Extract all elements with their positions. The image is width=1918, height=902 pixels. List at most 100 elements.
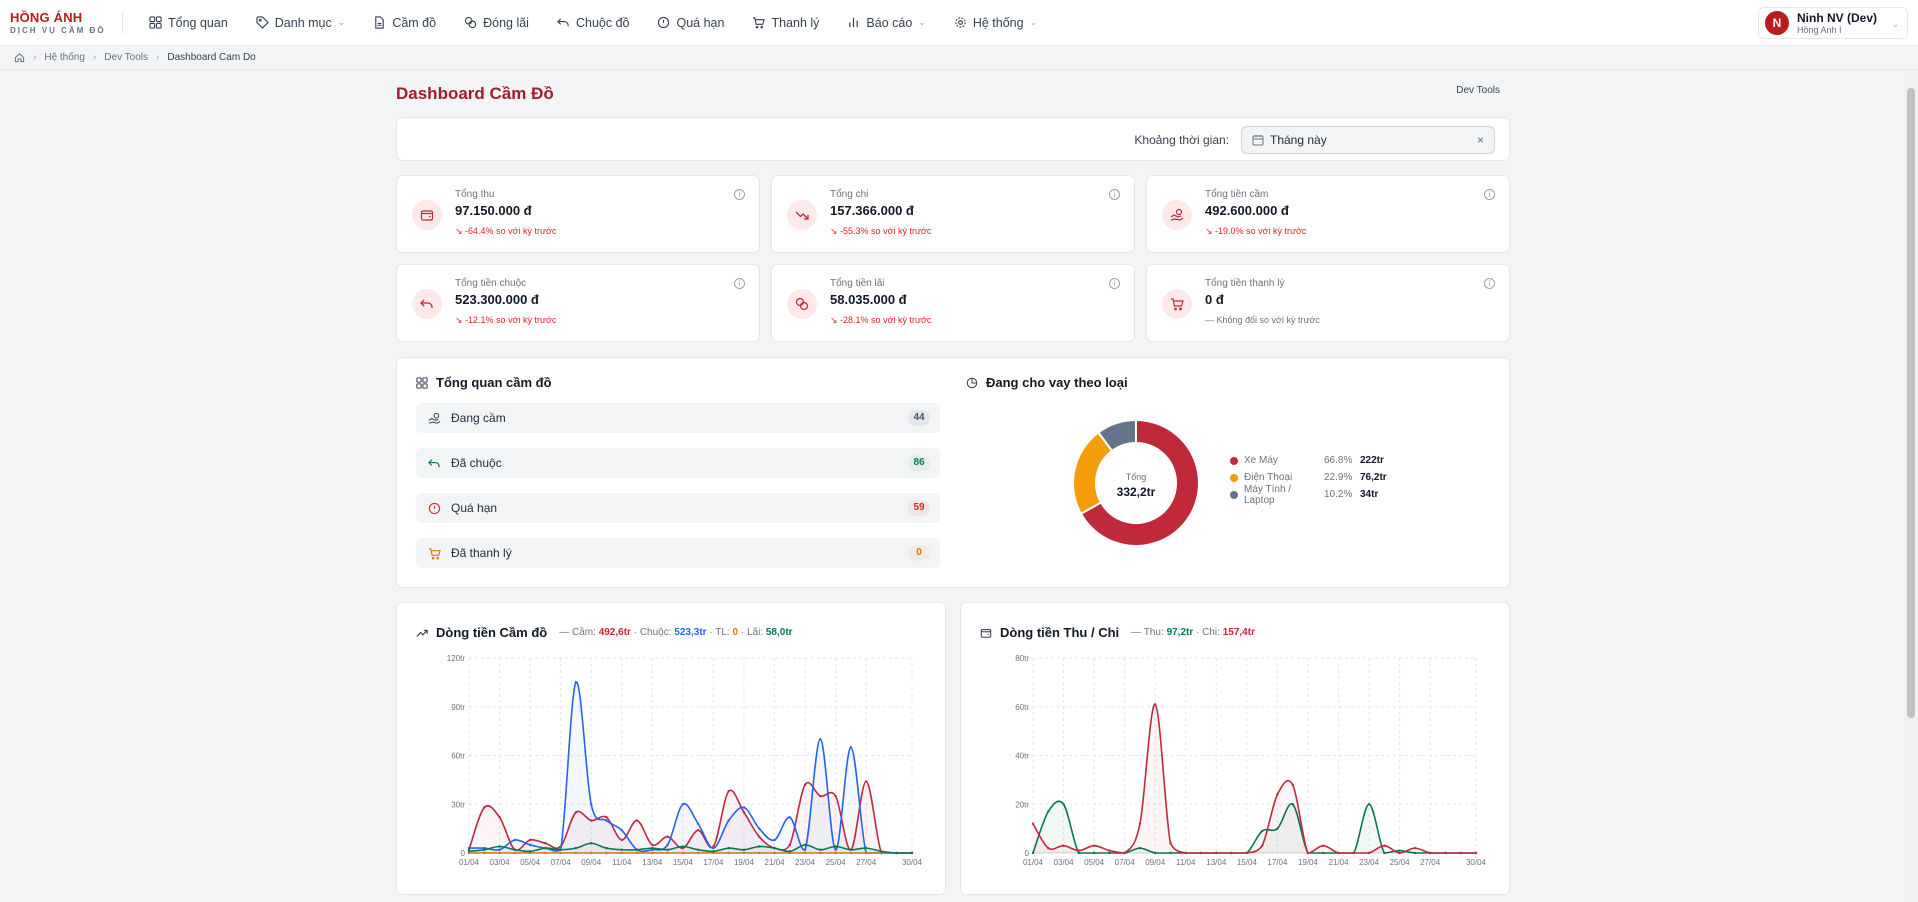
data-point[interactable] xyxy=(742,811,746,814)
data-point[interactable] xyxy=(1092,851,1096,855)
info-icon[interactable]: i xyxy=(1484,278,1495,289)
overview-row-qua-han[interactable]: Quá hạn 59 xyxy=(416,493,940,523)
data-point[interactable] xyxy=(1367,803,1371,806)
brand-logo[interactable]: HỒNG ÁNH DỊCH VỤ CẦM ĐỒ xyxy=(0,10,122,35)
info-icon[interactable]: i xyxy=(734,189,745,200)
data-point[interactable] xyxy=(1138,846,1142,850)
data-point[interactable] xyxy=(1169,842,1172,845)
data-point[interactable] xyxy=(498,845,501,848)
data-point[interactable] xyxy=(727,846,730,850)
data-point[interactable] xyxy=(559,851,562,855)
data-point[interactable] xyxy=(528,850,532,853)
data-point[interactable] xyxy=(590,819,593,822)
donut-slice[interactable] xyxy=(1072,431,1114,516)
data-point[interactable] xyxy=(803,848,807,851)
data-point[interactable] xyxy=(498,816,501,819)
data-point[interactable] xyxy=(467,850,471,853)
data-point[interactable] xyxy=(1444,851,1447,855)
data-point[interactable] xyxy=(620,838,623,842)
overview-row-da-chuoc[interactable]: Đã chuộc 86 xyxy=(416,448,940,478)
data-point[interactable] xyxy=(605,819,608,822)
data-point[interactable] xyxy=(1398,849,1401,852)
data-point[interactable] xyxy=(467,846,471,850)
data-point[interactable] xyxy=(620,829,623,832)
data-point[interactable] xyxy=(651,843,654,847)
info-icon[interactable]: i xyxy=(1109,189,1120,200)
data-point[interactable] xyxy=(864,780,868,783)
data-point[interactable] xyxy=(498,848,501,851)
data-point[interactable] xyxy=(635,848,639,851)
data-point[interactable] xyxy=(1291,783,1294,786)
data-point[interactable] xyxy=(590,803,593,806)
breadcrumb-item[interactable]: Dev Tools xyxy=(104,52,149,63)
data-point[interactable] xyxy=(727,851,730,855)
info-icon[interactable]: i xyxy=(734,278,745,289)
data-point[interactable] xyxy=(681,803,685,806)
data-point[interactable] xyxy=(1413,851,1417,855)
nav-item-cam-do[interactable]: Cầm đồ xyxy=(359,0,450,46)
data-point[interactable] xyxy=(1276,793,1279,796)
data-point[interactable] xyxy=(635,851,639,855)
data-point[interactable] xyxy=(696,822,700,825)
series-line[interactable] xyxy=(468,842,912,854)
nav-item-bao-cao[interactable]: Báo cáo ⌄ xyxy=(833,0,939,46)
data-point[interactable] xyxy=(1337,851,1340,855)
data-point[interactable] xyxy=(727,790,730,793)
data-point[interactable] xyxy=(651,846,654,850)
data-point[interactable] xyxy=(513,848,517,851)
data-point[interactable] xyxy=(651,851,654,855)
data-point[interactable] xyxy=(1108,849,1111,852)
data-point[interactable] xyxy=(834,851,837,855)
data-point[interactable] xyxy=(788,850,791,853)
date-range-select[interactable]: Tháng này × xyxy=(1241,126,1495,154)
data-point[interactable] xyxy=(528,843,532,847)
data-point[interactable] xyxy=(513,851,517,855)
data-point[interactable] xyxy=(758,851,761,855)
series-line[interactable] xyxy=(1032,703,1476,854)
data-point[interactable] xyxy=(1367,851,1371,855)
data-point[interactable] xyxy=(1276,827,1279,830)
data-point[interactable] xyxy=(696,851,700,855)
data-point[interactable] xyxy=(483,851,486,855)
data-point[interactable] xyxy=(819,738,822,741)
data-point[interactable] xyxy=(742,851,746,855)
data-point[interactable] xyxy=(559,848,562,851)
data-point[interactable] xyxy=(590,842,593,845)
data-point[interactable] xyxy=(1322,851,1325,855)
data-point[interactable] xyxy=(1245,851,1249,855)
data-point[interactable] xyxy=(1108,851,1111,855)
data-point[interactable] xyxy=(620,851,623,855)
data-point[interactable] xyxy=(1077,851,1081,855)
breadcrumb-item[interactable]: Hệ thống xyxy=(44,52,85,63)
data-point[interactable] xyxy=(1199,851,1203,855)
data-point[interactable] xyxy=(1306,851,1310,855)
nav-item-tong-quan[interactable]: Tổng quan xyxy=(135,0,242,46)
data-point[interactable] xyxy=(498,851,501,855)
data-point[interactable] xyxy=(681,851,685,855)
data-point[interactable] xyxy=(819,851,822,855)
data-point[interactable] xyxy=(1459,851,1462,855)
data-point[interactable] xyxy=(1428,851,1432,855)
data-point[interactable] xyxy=(666,851,669,855)
data-point[interactable] xyxy=(696,848,700,851)
data-point[interactable] xyxy=(528,838,532,842)
data-point[interactable] xyxy=(574,851,578,855)
data-point[interactable] xyxy=(1077,849,1081,852)
data-point[interactable] xyxy=(742,848,746,851)
data-point[interactable] xyxy=(1230,851,1233,855)
data-point[interactable] xyxy=(574,846,578,850)
data-point[interactable] xyxy=(635,819,639,822)
data-point[interactable] xyxy=(513,838,517,842)
data-point[interactable] xyxy=(1092,844,1096,847)
data-point[interactable] xyxy=(1047,846,1050,850)
data-point[interactable] xyxy=(1138,822,1142,825)
data-point[interactable] xyxy=(895,851,898,855)
data-point[interactable] xyxy=(1352,851,1355,855)
nav-item-chuoc-do[interactable]: Chuộc đồ xyxy=(543,0,644,46)
nav-item-dong-lai[interactable]: Đóng lãi xyxy=(450,0,543,46)
data-point[interactable] xyxy=(574,681,578,684)
data-point[interactable] xyxy=(849,848,853,851)
data-point[interactable] xyxy=(849,746,853,749)
data-point[interactable] xyxy=(773,838,776,842)
data-point[interactable] xyxy=(1215,851,1218,855)
